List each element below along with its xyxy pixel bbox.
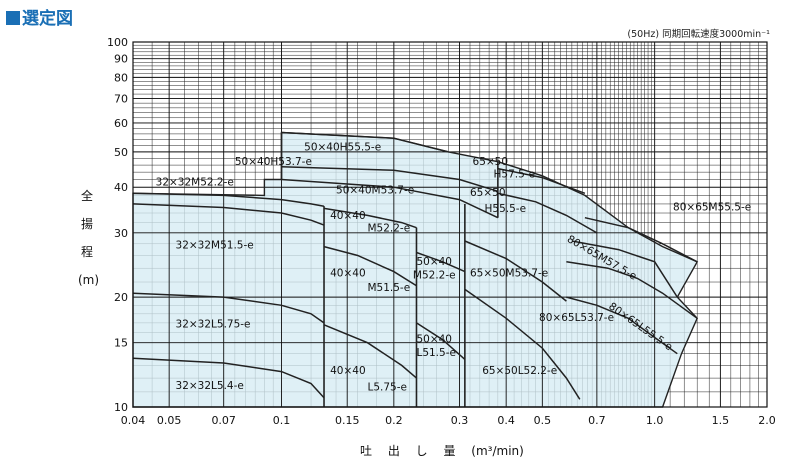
pump-curve bbox=[323, 245, 417, 287]
x-axis-unit: (m³/min) bbox=[471, 444, 524, 458]
y-tick-label: 30 bbox=[114, 227, 128, 240]
y-tick-label: 100 bbox=[107, 36, 128, 49]
y-tick-label: 90 bbox=[114, 53, 128, 66]
pump-curve bbox=[497, 167, 586, 195]
title-square-icon bbox=[6, 11, 20, 25]
pump-curve bbox=[584, 216, 698, 263]
pump-model-label: 32×32M52.2-e bbox=[156, 176, 234, 188]
pump-curve bbox=[566, 261, 698, 319]
y-tick-label: 20 bbox=[114, 291, 128, 304]
x-tick-label: 0.7 bbox=[588, 414, 606, 427]
pump-model-label: 32×32L5.75-e bbox=[176, 319, 251, 331]
pump-curve bbox=[132, 192, 325, 207]
x-tick-label: 1.5 bbox=[712, 414, 730, 427]
plot-frame bbox=[132, 41, 768, 408]
pump-model-label: M52.2-e bbox=[367, 222, 410, 234]
x-tick-label: 0.07 bbox=[211, 414, 236, 427]
pump-model-label: 50×40H55.5-e bbox=[304, 141, 381, 153]
y-axis-label-char: 程 bbox=[80, 245, 93, 259]
y-tick-label: 50 bbox=[114, 146, 128, 159]
pump-curve bbox=[132, 292, 325, 324]
x-tick-label: 0.15 bbox=[335, 414, 360, 427]
pump-model-label: H55.5-e bbox=[485, 203, 527, 215]
y-tick-label: 80 bbox=[114, 71, 128, 84]
y-tick-label: 10 bbox=[114, 401, 128, 414]
pump-model-label: M51.5-e bbox=[367, 282, 410, 294]
pump-model-label: 65×50 bbox=[470, 187, 506, 199]
pump-curve bbox=[132, 203, 325, 226]
pump-model-label: 80×65L53.7-e bbox=[539, 312, 614, 324]
pump-model-label: M52.2-e bbox=[413, 269, 456, 281]
pump-model-label: 32×32M51.5-e bbox=[176, 239, 254, 251]
pump-model-label: 50×40M53.7-e bbox=[336, 184, 414, 196]
pump-model-label: L5.75-e bbox=[367, 381, 406, 393]
y-axis-label-char: 全 bbox=[80, 189, 93, 203]
pump-curve bbox=[571, 240, 678, 298]
pump-model-label: 40×40 bbox=[330, 210, 366, 222]
pump-model-label: 50×40 bbox=[416, 334, 452, 346]
speed-note: (50Hz) 同期回転速度3000min⁻¹ bbox=[627, 29, 770, 40]
x-tick-label: 0.4 bbox=[497, 414, 515, 427]
x-tick-label: 0.1 bbox=[273, 414, 291, 427]
x-tick-label: 2.0 bbox=[758, 414, 776, 427]
pump-curve bbox=[464, 240, 567, 302]
y-axis-unit: (m) bbox=[78, 273, 100, 287]
pump-model-label: 40×40 bbox=[330, 267, 366, 279]
pump-curve bbox=[281, 166, 499, 193]
page-title-text: 選定図 bbox=[22, 9, 73, 29]
x-tick-label: 0.3 bbox=[451, 414, 469, 427]
pump-model-label: H57.5-e bbox=[494, 169, 536, 181]
pump-curve bbox=[416, 251, 466, 273]
pump-model-label: 65×50M53.7-e bbox=[470, 267, 548, 279]
x-tick-label: 0.05 bbox=[157, 414, 182, 427]
y-tick-label: 40 bbox=[114, 181, 128, 194]
x-tick-label: 1.0 bbox=[646, 414, 664, 427]
y-tick-label: 70 bbox=[114, 93, 128, 106]
pump-model-label: L51.5-e bbox=[416, 347, 455, 359]
pump-curve bbox=[323, 324, 417, 379]
pump-curve bbox=[132, 357, 325, 399]
pump-model-label: 50×40H53.7-e bbox=[235, 156, 312, 168]
x-axis-label-text: 吐 出 し 量 bbox=[360, 444, 462, 458]
page-title: 選定図 bbox=[6, 4, 73, 29]
pump-model-label: 40×40 bbox=[330, 365, 366, 377]
pump-curve bbox=[416, 322, 466, 360]
x-tick-label: 0.2 bbox=[385, 414, 403, 427]
pump-curve bbox=[281, 131, 449, 153]
pump-model-label: 80×65M55.5-e bbox=[673, 202, 751, 214]
x-tick-label: 0.5 bbox=[534, 414, 552, 427]
pump-model-label: 65×50 bbox=[473, 156, 509, 168]
x-axis-label: 吐 出 し 量 (m³/min) bbox=[360, 442, 524, 459]
y-tick-label: 60 bbox=[114, 117, 128, 130]
y-axis-label: 全 揚 程 (m) bbox=[78, 182, 100, 294]
pump-model-label: 50×40 bbox=[416, 256, 452, 268]
envelope-fill bbox=[133, 132, 698, 407]
pump-curve bbox=[323, 207, 417, 229]
x-tick-label: 0.04 bbox=[121, 414, 146, 427]
pump-model-label: 65×50L52.2-e bbox=[482, 365, 557, 377]
pump-curve bbox=[566, 296, 678, 355]
y-axis-label-char: 揚 bbox=[80, 217, 93, 231]
pump-curve bbox=[281, 178, 499, 219]
pump-curve bbox=[464, 288, 581, 400]
y-tick-label: 15 bbox=[114, 337, 128, 350]
pump-model-label: 32×32L5.4-e bbox=[176, 380, 244, 392]
pump-curve bbox=[497, 192, 598, 234]
